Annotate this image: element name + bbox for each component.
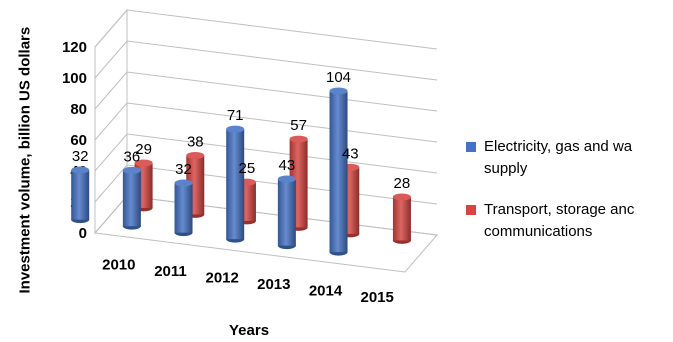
legend-item-electricity: Electricity, gas and wa supply: [466, 136, 673, 180]
y-tick-label: 0: [79, 225, 87, 242]
legend-swatch-electricity: [466, 142, 476, 152]
data-label: 36: [124, 148, 141, 165]
data-label: 38: [187, 134, 204, 151]
gridline: [94, 9, 438, 50]
bar-electricity-2013: [226, 125, 245, 243]
bar-electricity-2012: [174, 179, 193, 237]
legend-label-electricity-line1: Electricity, gas and wa: [484, 138, 633, 155]
x-tick-label: 2015: [361, 289, 394, 306]
data-label: 28: [394, 175, 411, 192]
bar-electricity-2015: [329, 87, 348, 256]
x-tick-label: 2012: [206, 269, 239, 286]
bars: 29 32 38 36 25 32 57 71 43 43 28 104: [71, 69, 411, 256]
data-label: 32: [175, 161, 192, 178]
gridline: [94, 40, 438, 81]
x-tick-label: 2014: [309, 282, 343, 299]
legend-label-transport-line2: communications: [484, 223, 593, 240]
data-label: 43: [342, 145, 359, 162]
data-label: 25: [239, 160, 256, 177]
legend: Electricity, gas and wa supply Transport…: [466, 136, 673, 262]
x-tick-label: 2011: [154, 263, 187, 280]
bar-electricity-2010: [71, 166, 90, 224]
x-tick-label: 2013: [257, 276, 290, 293]
bar-electricity-2011: [122, 166, 141, 230]
y-axis-label: Investment volume, billion US dollars: [16, 26, 34, 294]
bar-transport-2015: [392, 193, 411, 244]
data-label: 104: [326, 69, 351, 86]
data-label: 32: [72, 148, 89, 165]
legend-label-electricity-line2: supply: [484, 160, 528, 177]
y-tick-label: 100: [62, 70, 87, 87]
data-label: 29: [135, 141, 152, 158]
data-label: 57: [290, 117, 307, 134]
data-label: 71: [227, 107, 244, 124]
x-axis-label: Years: [229, 322, 270, 339]
x-axis-ticks: 2010 2011 2012 2013 2014 2015: [102, 256, 394, 306]
x-tick-label: 2010: [102, 256, 135, 273]
bar-electricity-2014: [277, 175, 296, 250]
legend-swatch-transport: [466, 205, 476, 215]
legend-item-transport: Transport, storage anc communications: [466, 199, 673, 243]
legend-label-transport-line1: Transport, storage anc: [484, 201, 635, 218]
chart-walls: [94, 8, 438, 273]
y-tick-label: 60: [70, 132, 87, 149]
y-tick-label: 80: [70, 101, 87, 118]
y-tick-label: 120: [62, 39, 87, 56]
data-label: 43: [279, 157, 296, 174]
